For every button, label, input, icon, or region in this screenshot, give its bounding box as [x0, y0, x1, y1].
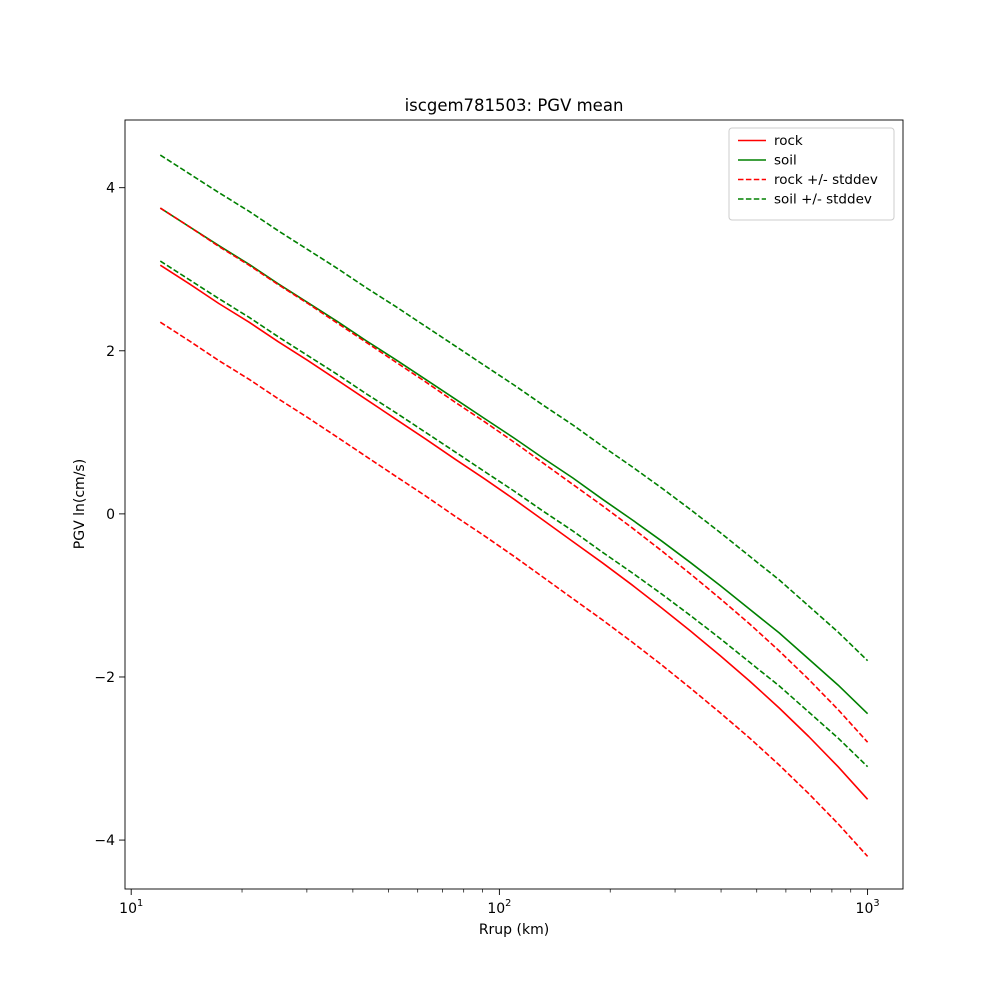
- y-tick-label: −4: [94, 833, 115, 849]
- plot-frame: [124, 119, 904, 890]
- y-tick-label: 4: [106, 181, 115, 197]
- chart-title: iscgem781503: PGV mean: [405, 96, 624, 115]
- legend-entry-label: rock +/- stddev: [774, 172, 878, 188]
- y-axis-label: PGV ln(cm/s): [72, 459, 88, 549]
- x-tick-label: 102: [487, 898, 511, 917]
- x-tick-label: 103: [856, 898, 880, 917]
- series-rock-plus-stddev: [159, 207, 869, 743]
- x-tick-label: 101: [119, 898, 143, 917]
- series-soil-plus-stddev: [159, 154, 869, 662]
- legend-layer: rock soil rock +/- stddev soil +/- stddev: [728, 127, 895, 221]
- y-tick-label: −2: [94, 670, 115, 686]
- series-soil-minus-stddev: [159, 260, 869, 768]
- legend-box: [728, 127, 895, 221]
- x-axis-label: Rrup (km): [479, 922, 549, 938]
- series-layer: [159, 154, 869, 857]
- y-tick-label: 0: [106, 507, 115, 523]
- legend-entry-label: soil: [774, 153, 797, 169]
- y-tick-label: 2: [106, 344, 115, 360]
- series-rock: [159, 264, 869, 800]
- legend-entry-label: soil +/- stddev: [774, 192, 872, 208]
- legend-entry-label: rock: [774, 133, 803, 149]
- axes-layer: 101 102 103 −4 −2 0 2 4: [94, 119, 904, 917]
- series-rock-minus-stddev: [159, 321, 869, 857]
- series-soil: [159, 207, 869, 715]
